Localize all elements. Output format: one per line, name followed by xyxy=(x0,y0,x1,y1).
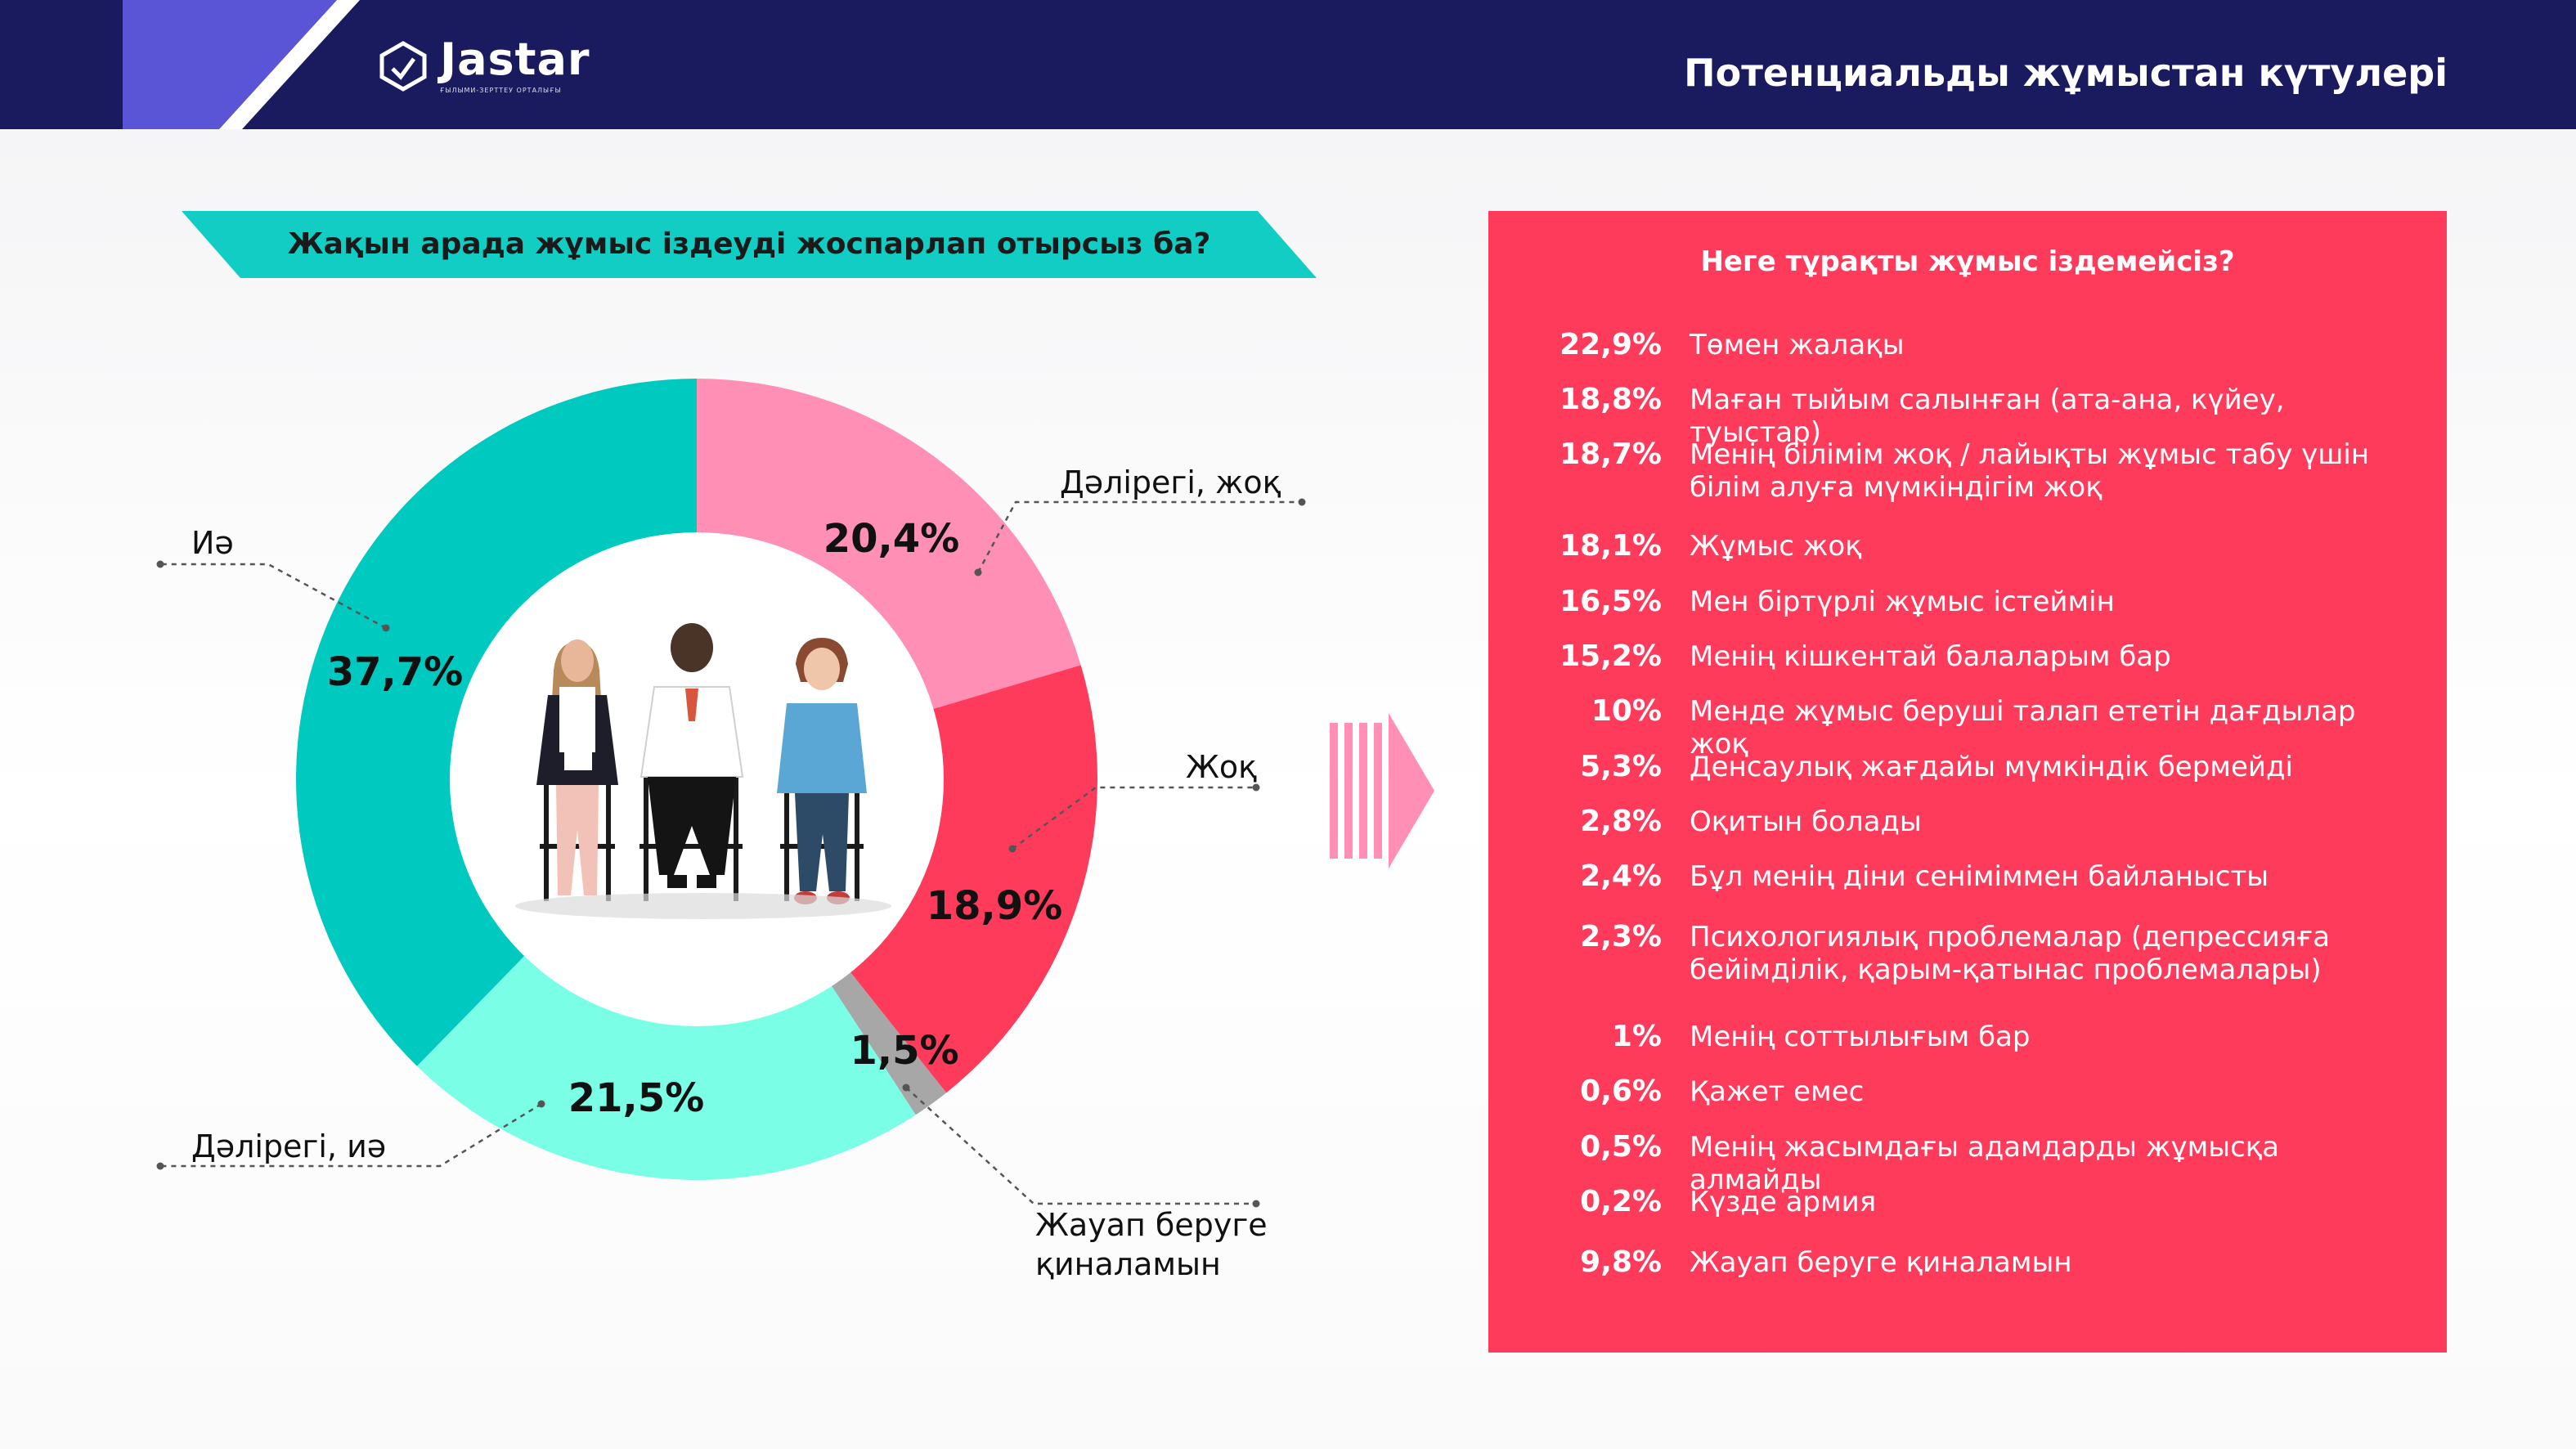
slice-value-label: 1,5% xyxy=(850,1028,959,1074)
list-item-value: 18,7% xyxy=(1560,437,1662,471)
list-item-value: 9,8% xyxy=(1580,1245,1662,1279)
logo-wordmark: Jastar xyxy=(440,34,590,85)
list-item-label: Жұмыс жоқ xyxy=(1690,530,1862,563)
slice-value-label: 18,9% xyxy=(926,883,1063,929)
callout-dot xyxy=(902,1083,910,1092)
list-item-label: Менің жасымдағы адамдарды жұмысқа алмайд… xyxy=(1690,1131,2280,1196)
slice-value-label: 37,7% xyxy=(326,649,464,695)
list-item-value: 0,5% xyxy=(1580,1130,1662,1164)
list-item-value: 16,5% xyxy=(1560,585,1662,618)
header-decoration xyxy=(123,0,360,129)
slice-value-label: 20,4% xyxy=(823,516,960,562)
list-item-label: Күзде армия xyxy=(1690,1186,1877,1218)
list-item-label: Жауап беруге қиналамын xyxy=(1690,1246,2072,1279)
list-item-label: Менің кішкентай балаларым бар xyxy=(1690,640,2171,673)
list-item-value: 18,1% xyxy=(1560,529,1662,563)
panel-title: Неге тұрақты жұмыс іздемейсіз? xyxy=(1700,245,2235,278)
list-item-value: 15,2% xyxy=(1560,639,1662,673)
callout-dot xyxy=(1008,845,1016,853)
list-item-label: Төмен жалақы xyxy=(1690,329,1905,361)
page-title: Потенциальды жұмыстан күтулері xyxy=(1684,51,2448,95)
category-label: Дәлірегі, иә xyxy=(191,1128,387,1164)
callout-dot xyxy=(537,1100,545,1108)
list-item-value: 10% xyxy=(1591,694,1662,728)
callout-dot xyxy=(156,560,164,568)
list-item-label: Маған тыйым салынған (ата-ана, күйеу, ту… xyxy=(1690,384,2285,449)
callout-dot xyxy=(974,568,982,576)
header-bar: Jastar ҒЫЛЫМИ-ЗЕРТТЕУ ОРТАЛЫҒЫ Потенциал… xyxy=(0,0,2576,129)
category-label: Иә xyxy=(191,525,234,561)
arrow-right-icon xyxy=(1330,713,1434,868)
slice-value-label: 21,5% xyxy=(568,1075,705,1121)
question-banner-shape xyxy=(182,211,1317,278)
list-item-label: Оқитын болады xyxy=(1690,805,1922,838)
list-item-value: 0,2% xyxy=(1580,1185,1662,1218)
list-item-label: Денсаулық жағдайы мүмкіндік бермейді xyxy=(1690,751,2293,783)
callout-lines xyxy=(160,500,1302,1205)
list-item-label: Бұл менің діни сеніміммен байланысты xyxy=(1690,860,2269,893)
category-label: Дәлірегі, жоқ xyxy=(1060,464,1281,500)
list-item-value: 2,8% xyxy=(1580,805,1662,838)
logo-subtext: ҒЫЛЫМИ-ЗЕРТТЕУ ОРТАЛЫҒЫ xyxy=(440,87,562,94)
list-item-label: Менің білімім жоқ / лайықты жұмыс табу ү… xyxy=(1690,438,2370,504)
list-item-value: 22,9% xyxy=(1560,328,1662,361)
question-text: Жақын арада жұмыс іздеуді жоспарлап отыр… xyxy=(287,227,1211,261)
seated-people-illustration xyxy=(515,623,891,919)
list-item-label: Мен біртүрлі жұмыс істеймін xyxy=(1690,585,2115,618)
jastar-logo: Jastar ҒЫЛЫМИ-ЗЕРТТЕУ ОРТАЛЫҒЫ xyxy=(378,38,590,94)
list-item-value: 5,3% xyxy=(1580,750,1662,783)
list-item-label: Менің соттылығым бар xyxy=(1690,1021,2031,1053)
list-item-value: 2,3% xyxy=(1580,920,1662,953)
list-item-value: 1% xyxy=(1611,1020,1662,1053)
category-label: Жоқ xyxy=(1186,749,1258,785)
callout-dot xyxy=(1252,1200,1260,1208)
callout-dot xyxy=(1252,783,1260,792)
reasons-panel: Неге тұрақты жұмыс іздемейсіз? 22,9% Төм… xyxy=(1488,211,2447,1353)
list-item-label: Менде жұмыс беруші талап ететін дағдылар… xyxy=(1690,695,2356,760)
callout-dot xyxy=(382,624,390,632)
list-item-label: Психологиялық проблемалар (депрессияға б… xyxy=(1690,921,2331,986)
donut-chart xyxy=(160,379,1302,1205)
list-item-value: 18,8% xyxy=(1560,383,1662,416)
callout-dot xyxy=(1298,498,1306,506)
jastar-logo-icon xyxy=(379,40,427,92)
list-item-value: 0,6% xyxy=(1580,1074,1662,1108)
question-banner: Жақын арада жұмыс іздеуді жоспарлап отыр… xyxy=(182,211,1317,278)
callout-dot xyxy=(156,1162,164,1170)
list-item-value: 2,4% xyxy=(1580,859,1662,893)
category-label: Жауап беруге қиналамын xyxy=(1035,1207,1268,1282)
list-item-label: Қажет емес xyxy=(1690,1075,1865,1108)
